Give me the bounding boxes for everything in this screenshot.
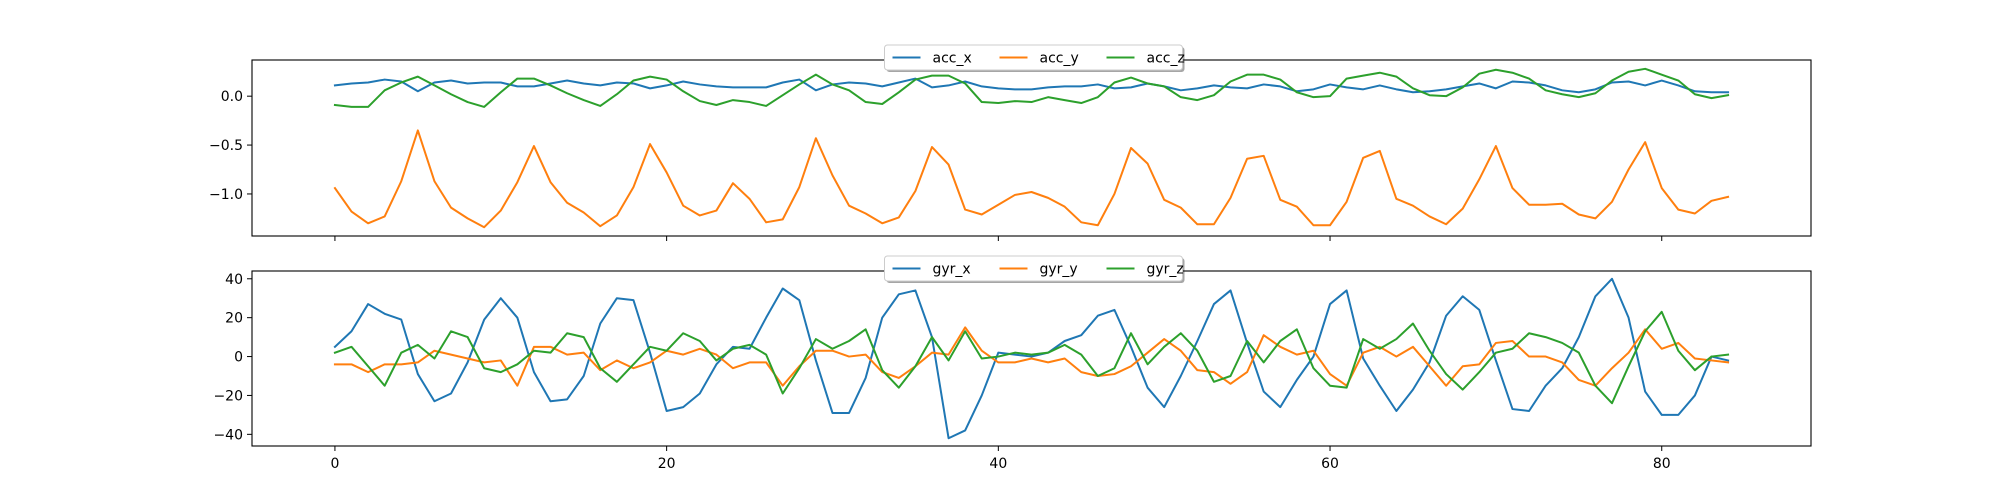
legend-box — [884, 44, 1183, 71]
legend-label-gyr_y: gyr_y — [1040, 262, 1078, 278]
gyr-ytick-label: 20 — [225, 311, 243, 327]
acc-axes-frame — [251, 59, 1812, 237]
gyr-series-lines — [333, 277, 1730, 440]
gyr-legend: gyr_x gyr_y gyr_z — [884, 255, 1185, 283]
legend-label-gyr_z: gyr_z — [1147, 262, 1184, 278]
series-line-gyr_y — [333, 326, 1730, 387]
acc-series-lines — [333, 67, 1730, 229]
acc-ytick-label: −0.5 — [209, 138, 243, 154]
gyr-xtick-label: 20 — [658, 456, 676, 472]
gyr-subplot: 40 20 0 −20 −40 0 20 40 60 80 gyr_x gyr_y gyr_z — [213, 255, 1812, 472]
acc-subplot: 0.0 −0.5 −1.0 acc_x acc_y acc_z — [209, 44, 1812, 241]
series-line-acc_y — [333, 129, 1730, 229]
series-line-acc_z — [333, 67, 1730, 108]
gyr-ytick-label: 0 — [234, 350, 243, 366]
legend-label-acc_x: acc_x — [933, 51, 972, 67]
series-line-acc_x — [333, 77, 1730, 94]
gyr-ytick-label: −40 — [213, 427, 243, 443]
legend-box — [884, 255, 1183, 282]
series-line-gyr_z — [333, 310, 1730, 405]
series-line-gyr_x — [333, 277, 1730, 440]
gyr-ytick-label: 40 — [225, 272, 243, 288]
acc-legend: acc_x acc_y acc_z — [884, 44, 1185, 72]
gyr-xtick-label: 40 — [989, 456, 1007, 472]
gyr-xtick-label: 60 — [1321, 456, 1339, 472]
gyr-xtick-label: 0 — [330, 456, 339, 472]
gyr-ytick-label: −20 — [213, 388, 243, 404]
legend-label-gyr_x: gyr_x — [933, 262, 971, 278]
legend-label-acc_y: acc_y — [1040, 51, 1079, 67]
gyr-xtick-label: 80 — [1653, 456, 1671, 472]
acc-ytick-label: −1.0 — [209, 187, 243, 203]
legend-label-acc_z: acc_z — [1147, 51, 1185, 67]
acc-ytick-label: 0.0 — [221, 89, 243, 105]
